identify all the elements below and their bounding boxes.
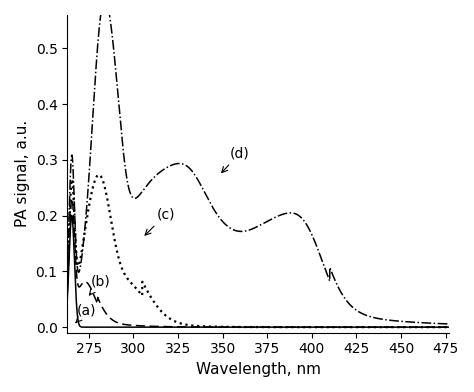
Text: (b): (b) [90,274,110,295]
Text: (c): (c) [145,207,175,235]
X-axis label: Wavelength, nm: Wavelength, nm [196,362,321,377]
Text: (a): (a) [76,304,97,323]
Y-axis label: PA signal, a.u.: PA signal, a.u. [15,120,30,227]
Text: (d): (d) [222,146,249,172]
